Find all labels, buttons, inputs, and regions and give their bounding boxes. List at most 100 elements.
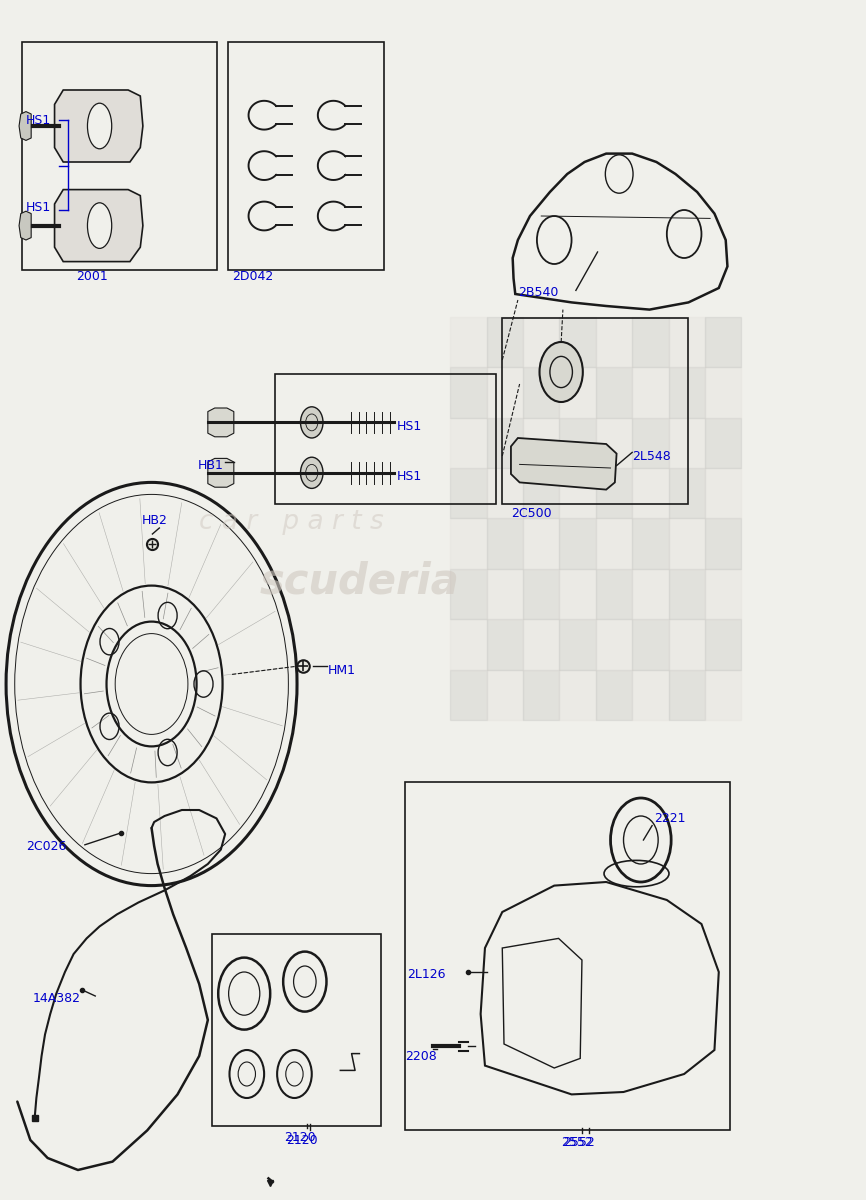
Circle shape [537,216,572,264]
Bar [705,468,741,518]
Bar [523,569,559,619]
Text: 2221: 2221 [654,812,685,824]
Bar [450,569,487,619]
Bar [559,619,596,670]
Bar [487,619,523,670]
Bar [632,317,669,367]
Bar [487,317,523,367]
Text: HS1: HS1 [26,202,51,214]
Bar [705,619,741,670]
Text: 2120: 2120 [284,1132,316,1144]
Text: 2001: 2001 [76,270,108,282]
Text: HS1: HS1 [26,114,51,126]
Polygon shape [19,112,31,140]
Bar [405,782,730,1130]
Bar [502,318,688,504]
Circle shape [667,210,701,258]
Text: HB2: HB2 [142,515,168,527]
Bar [596,317,632,367]
Text: 2D042: 2D042 [232,270,274,282]
Bar [559,367,596,418]
Bar [523,619,559,670]
Bar [632,418,669,468]
Bar [669,518,705,569]
Polygon shape [208,408,234,437]
Bar [632,569,669,619]
Bar [450,468,487,518]
Bar [559,569,596,619]
Text: 2208: 2208 [405,1050,437,1062]
Text: scuderia: scuderia [260,560,460,602]
Text: 14A382: 14A382 [33,992,81,1004]
Ellipse shape [87,103,112,149]
Bar [228,42,384,270]
Bar [596,367,632,418]
Text: 2552: 2552 [561,1136,593,1148]
Bar [523,468,559,518]
Text: 2B540: 2B540 [518,287,559,299]
Bar [523,317,559,367]
Bar [212,934,381,1126]
Text: 2C500: 2C500 [511,508,552,520]
Bar [559,468,596,518]
Bar [559,670,596,720]
Bar [596,468,632,518]
Bar [669,670,705,720]
Bar [275,374,496,504]
Text: c a r   p a r t s: c a r p a r t s [199,509,384,535]
Bar [705,670,741,720]
Bar [487,569,523,619]
Polygon shape [208,458,234,487]
Bar [705,317,741,367]
Bar [487,468,523,518]
Bar [22,42,216,270]
Bar [450,518,487,569]
Text: HB1: HB1 [197,460,223,472]
Bar [523,418,559,468]
Bar [487,670,523,720]
Bar [559,518,596,569]
Circle shape [605,155,633,193]
Bar [450,418,487,468]
Bar [487,518,523,569]
Text: HS1: HS1 [397,420,422,432]
Circle shape [301,457,323,488]
Bar [596,518,632,569]
Bar [632,670,669,720]
Bar [450,367,487,418]
Ellipse shape [87,203,112,248]
Text: 2L548: 2L548 [632,450,671,462]
Bar [450,317,487,367]
Text: 2C026: 2C026 [26,840,67,852]
Bar [450,670,487,720]
Circle shape [301,407,323,438]
Bar [596,670,632,720]
Bar [705,518,741,569]
Polygon shape [19,211,31,240]
Bar [487,418,523,468]
Bar [632,619,669,670]
Bar [523,518,559,569]
Bar [705,367,741,418]
Bar [596,619,632,670]
Text: 2552: 2552 [563,1136,595,1148]
Polygon shape [511,438,617,490]
Bar [669,367,705,418]
Bar [705,418,741,468]
Text: HM1: HM1 [327,665,355,677]
Text: 2120: 2120 [286,1134,318,1146]
Bar [596,569,632,619]
Bar [487,367,523,418]
Bar [669,317,705,367]
Bar [523,367,559,418]
Bar [705,569,741,619]
Bar [632,518,669,569]
Bar [632,468,669,518]
Bar [669,468,705,518]
Bar [559,418,596,468]
Text: 2L126: 2L126 [407,968,445,980]
Bar [669,418,705,468]
Bar [559,317,596,367]
Polygon shape [55,90,143,162]
Text: HS1: HS1 [397,470,422,482]
